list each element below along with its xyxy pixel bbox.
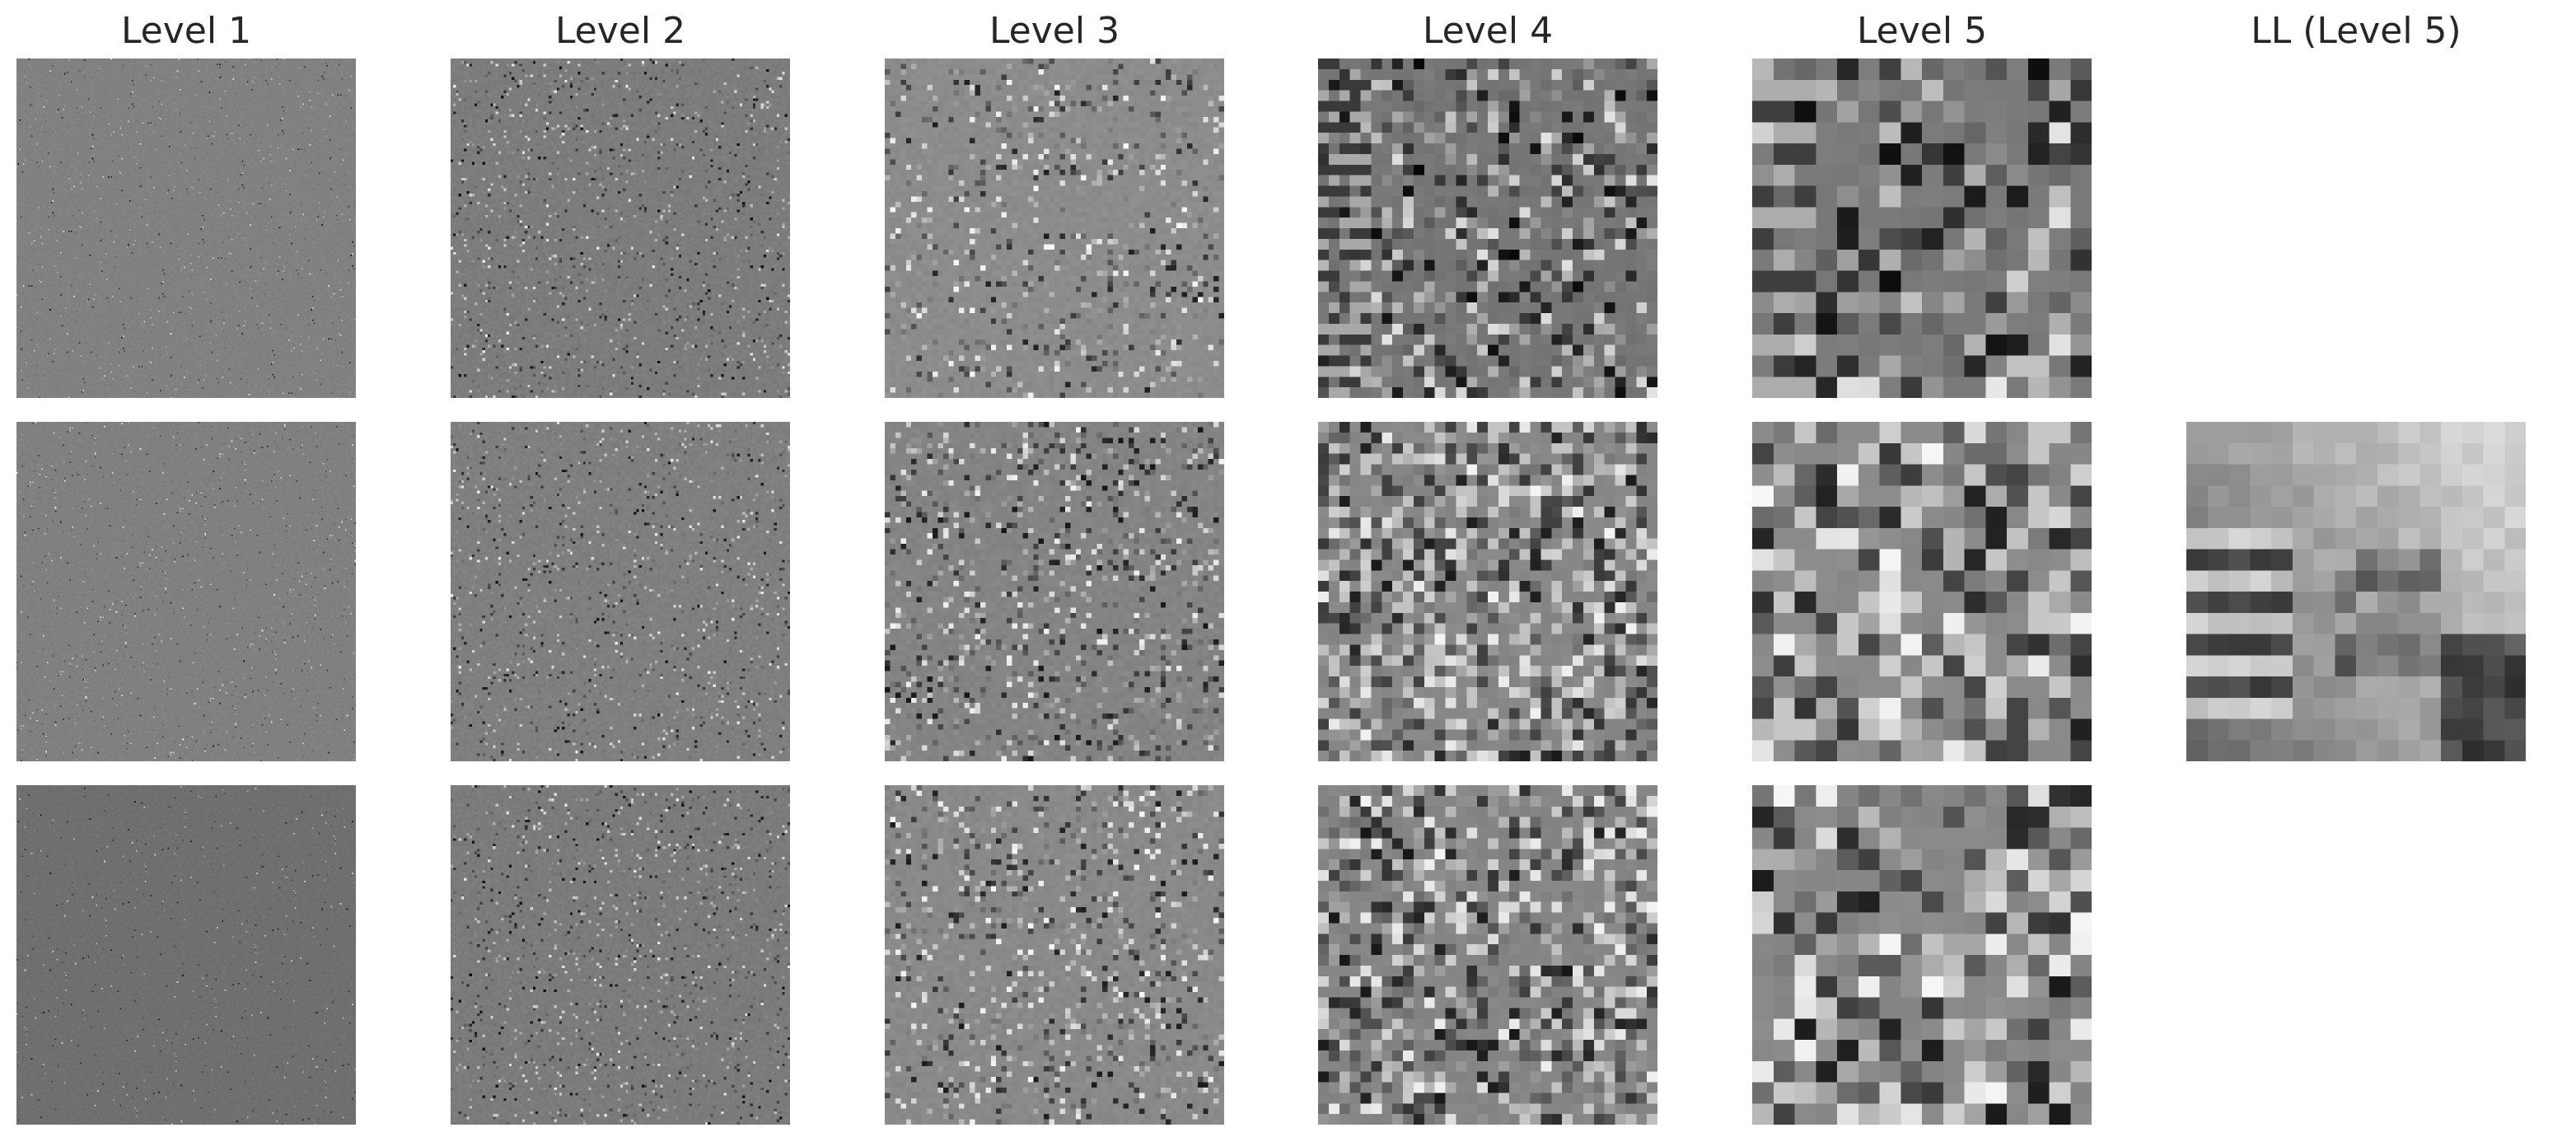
detail-panel-horizontal-level-2	[451, 58, 790, 398]
coefficient-image	[1752, 422, 2092, 761]
detail-panel-horizontal-level-1	[16, 58, 356, 398]
column-title-ll-level-5: LL (Level 5)	[2251, 10, 2461, 52]
coefficient-image	[885, 58, 1224, 398]
coefficient-image	[451, 785, 790, 1125]
coefficient-image	[451, 58, 790, 398]
column-title-level-5: Level 5	[1856, 10, 1988, 52]
coefficient-image	[1318, 422, 1657, 761]
coefficient-image	[1318, 58, 1657, 398]
detail-panel-horizontal-level-3	[885, 58, 1224, 398]
detail-panel-vertical-level-4	[1318, 422, 1657, 761]
coefficient-image	[1318, 785, 1657, 1125]
coefficient-image	[1752, 58, 2092, 398]
column-title-level-3: Level 3	[989, 10, 1120, 52]
detail-panel-diagonal-level-4	[1318, 785, 1657, 1125]
detail-panel-vertical-level-3	[885, 422, 1224, 761]
coefficient-image	[16, 422, 356, 761]
coefficient-image	[16, 785, 356, 1125]
detail-panel-vertical-level-2	[451, 422, 790, 761]
detail-panel-vertical-level-1	[16, 422, 356, 761]
column-title-level-1: Level 1	[120, 10, 252, 52]
coefficient-image	[16, 58, 356, 398]
column-title-level-2: Level 2	[554, 10, 686, 52]
column-title-level-4: Level 4	[1422, 10, 1554, 52]
detail-panel-diagonal-level-3	[885, 785, 1224, 1125]
detail-panel-vertical-level-5	[1752, 422, 2092, 761]
approximation-panel-ll-level-5	[2186, 422, 2526, 761]
detail-panel-diagonal-level-1	[16, 785, 356, 1125]
detail-panel-horizontal-level-5	[1752, 58, 2092, 398]
coefficient-image	[885, 785, 1224, 1125]
detail-panel-diagonal-level-2	[451, 785, 790, 1125]
coefficient-image	[2186, 422, 2526, 761]
coefficient-image	[451, 422, 790, 761]
coefficient-image	[885, 422, 1224, 761]
coefficient-image	[1752, 785, 2092, 1125]
detail-panel-diagonal-level-5	[1752, 785, 2092, 1125]
detail-panel-horizontal-level-4	[1318, 58, 1657, 398]
